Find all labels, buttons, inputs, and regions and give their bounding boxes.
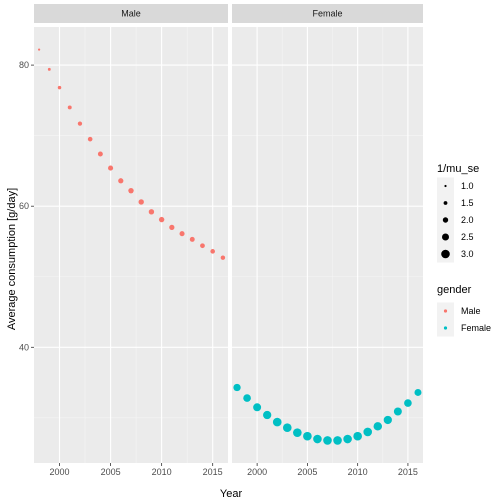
data-point [363,427,373,437]
data-point [263,410,272,420]
legend-title-size: 1/mu_se [437,163,479,175]
legend-size-label: 1.5 [461,198,474,208]
legend-size-key [441,249,450,259]
data-point [243,394,251,402]
strip-label-female: Female [312,9,342,19]
data-point [67,105,72,110]
strip-female [232,4,423,23]
x-tick-label: 2010 [152,467,172,477]
strip-male [34,4,228,23]
panel-male: Male [34,4,228,463]
data-point [333,436,342,445]
panel-background-female [232,27,423,463]
data-point [128,187,134,194]
legend-color-label-male: Male [461,306,481,316]
y-tick-label: 80 [19,60,29,70]
data-point [272,417,282,427]
facet-panels: Male Female [34,4,423,463]
series-male [38,48,226,260]
data-point [393,407,402,416]
data-point [323,436,332,445]
legend-size-key [444,184,447,188]
x-tick-label: 2005 [101,467,121,477]
data-point [148,209,155,215]
legend-size-label: 2.0 [461,215,474,225]
x-tick-label: 2015 [398,467,418,477]
y-tick-label: 40 [19,342,29,352]
data-point [303,431,312,441]
data-point [57,85,62,90]
legend-size-label: 3.0 [461,249,474,259]
strip-label-male: Male [121,9,141,19]
data-point [220,255,226,260]
data-point [189,236,195,242]
x-axis-title: Year [220,488,243,500]
y-axis: 40 60 80 [19,60,34,352]
data-point [169,224,175,230]
data-point [353,431,362,441]
data-point [200,243,205,249]
panel-female: Female [232,4,423,463]
legend-size-key [442,233,449,241]
data-point [108,165,114,171]
data-point [138,199,144,205]
legend-color-label-female: Female [461,323,491,333]
data-point [38,48,41,51]
data-point [97,151,103,157]
x-tick-label: 2015 [203,467,223,477]
data-point [414,388,422,396]
legend-title-color: gender [437,284,472,296]
data-point [47,67,51,71]
data-point [293,428,302,437]
y-axis-title: Average consumption [g/day] [6,188,18,330]
data-point [179,231,185,237]
data-point [77,121,83,126]
data-point [253,403,262,412]
x-tick-label: 2000 [247,467,267,477]
data-point [233,383,241,392]
x-tick-label: 2010 [348,467,368,477]
data-point [383,415,392,425]
panel-background-male [34,27,228,463]
data-point [282,423,292,433]
data-point [313,434,322,444]
data-point [373,422,382,431]
data-point [404,399,412,407]
legend-color-key-male [443,309,448,313]
series-female [233,383,422,445]
legend-size-key [443,201,448,205]
data-point [87,136,93,142]
x-tick-label: 2000 [50,467,70,477]
legend-size-key [442,217,449,223]
data-point [210,249,215,254]
legend-size-label: 2.5 [461,232,474,242]
x-tick-label: 2005 [297,467,317,477]
x-axis: 2000 2005 2010 2015 2000 2005 2010 2015 [50,463,418,477]
data-point [118,178,124,184]
legend-size-label: 1.0 [461,181,474,191]
legend-color-key-female [443,326,448,330]
legend: 1/mu_se 1.0 1.5 2.0 2.5 3.0 gender Male Female [437,163,491,337]
data-point [158,216,165,223]
data-point [343,434,352,444]
y-tick-label: 60 [19,201,29,211]
